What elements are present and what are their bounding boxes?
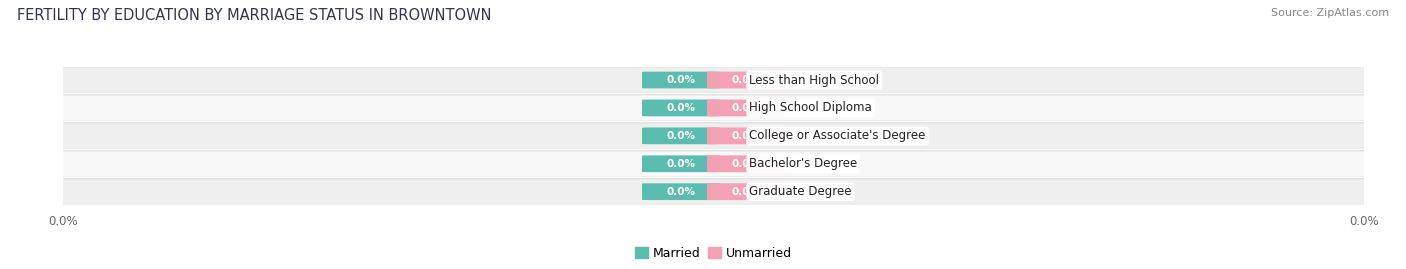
FancyBboxPatch shape <box>707 155 785 172</box>
FancyBboxPatch shape <box>643 72 720 89</box>
FancyBboxPatch shape <box>707 100 785 116</box>
Text: 0.0%: 0.0% <box>731 159 761 169</box>
FancyBboxPatch shape <box>707 128 785 144</box>
FancyBboxPatch shape <box>56 151 1371 176</box>
Text: 0.0%: 0.0% <box>731 75 761 85</box>
FancyBboxPatch shape <box>643 183 720 200</box>
FancyBboxPatch shape <box>707 72 785 89</box>
Text: 0.0%: 0.0% <box>731 103 761 113</box>
FancyBboxPatch shape <box>707 183 785 200</box>
FancyBboxPatch shape <box>56 179 1371 204</box>
Text: College or Associate's Degree: College or Associate's Degree <box>749 129 925 142</box>
FancyBboxPatch shape <box>56 123 1371 148</box>
Text: 0.0%: 0.0% <box>731 131 761 141</box>
Legend: Married, Unmarried: Married, Unmarried <box>636 247 792 260</box>
Text: 0.0%: 0.0% <box>666 159 696 169</box>
FancyBboxPatch shape <box>643 155 720 172</box>
FancyBboxPatch shape <box>56 95 1371 121</box>
Text: FERTILITY BY EDUCATION BY MARRIAGE STATUS IN BROWNTOWN: FERTILITY BY EDUCATION BY MARRIAGE STATU… <box>17 8 491 23</box>
Text: Source: ZipAtlas.com: Source: ZipAtlas.com <box>1271 8 1389 18</box>
Text: 0.0%: 0.0% <box>666 131 696 141</box>
FancyBboxPatch shape <box>643 100 720 116</box>
Text: Graduate Degree: Graduate Degree <box>749 185 852 198</box>
Text: 0.0%: 0.0% <box>731 187 761 197</box>
Text: 0.0%: 0.0% <box>666 187 696 197</box>
FancyBboxPatch shape <box>643 128 720 144</box>
Text: High School Diploma: High School Diploma <box>749 101 872 114</box>
Text: Less than High School: Less than High School <box>749 73 879 87</box>
FancyBboxPatch shape <box>56 68 1371 93</box>
Text: Bachelor's Degree: Bachelor's Degree <box>749 157 858 170</box>
Text: 0.0%: 0.0% <box>666 75 696 85</box>
Text: 0.0%: 0.0% <box>666 103 696 113</box>
